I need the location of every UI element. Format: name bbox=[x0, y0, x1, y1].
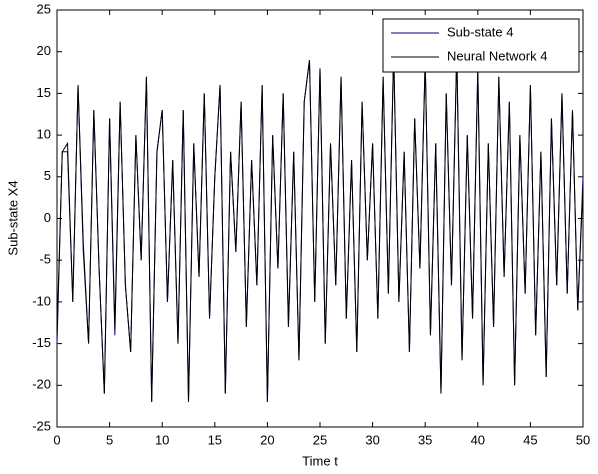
y-tick-label: 0 bbox=[44, 210, 51, 225]
x-tick-label: 5 bbox=[106, 432, 113, 447]
y-tick-label: 10 bbox=[37, 127, 51, 142]
x-tick-label: 40 bbox=[471, 432, 485, 447]
y-tick-label: 15 bbox=[37, 85, 51, 100]
y-tick-label: 25 bbox=[37, 1, 51, 16]
x-tick-label: 25 bbox=[313, 432, 327, 447]
y-tick-label: -15 bbox=[32, 335, 51, 350]
x-tick-label: 30 bbox=[365, 432, 379, 447]
series-line bbox=[56, 51, 584, 402]
x-tick-label: 50 bbox=[576, 432, 590, 447]
x-tick-label: 35 bbox=[418, 432, 432, 447]
y-tick-label: -5 bbox=[39, 252, 51, 267]
x-tick-label: 20 bbox=[260, 432, 274, 447]
y-tick-label: -20 bbox=[32, 377, 51, 392]
legend-box bbox=[382, 18, 580, 73]
x-tick-label: 0 bbox=[53, 432, 60, 447]
x-axis-label: Time t bbox=[302, 453, 338, 468]
y-tick-label: -25 bbox=[32, 418, 51, 433]
legend-label: Neural Network 4 bbox=[447, 48, 547, 63]
y-tick-label: 20 bbox=[37, 43, 51, 58]
x-tick-label: 15 bbox=[208, 432, 222, 447]
y-axis-label: Sub-state X4 bbox=[5, 180, 20, 255]
y-tick-label: -10 bbox=[32, 293, 51, 308]
x-tick-label: 45 bbox=[523, 432, 537, 447]
x-tick-label: 10 bbox=[155, 432, 169, 447]
y-tick-label: 5 bbox=[44, 168, 51, 183]
legend-label: Sub-state 4 bbox=[447, 24, 514, 39]
